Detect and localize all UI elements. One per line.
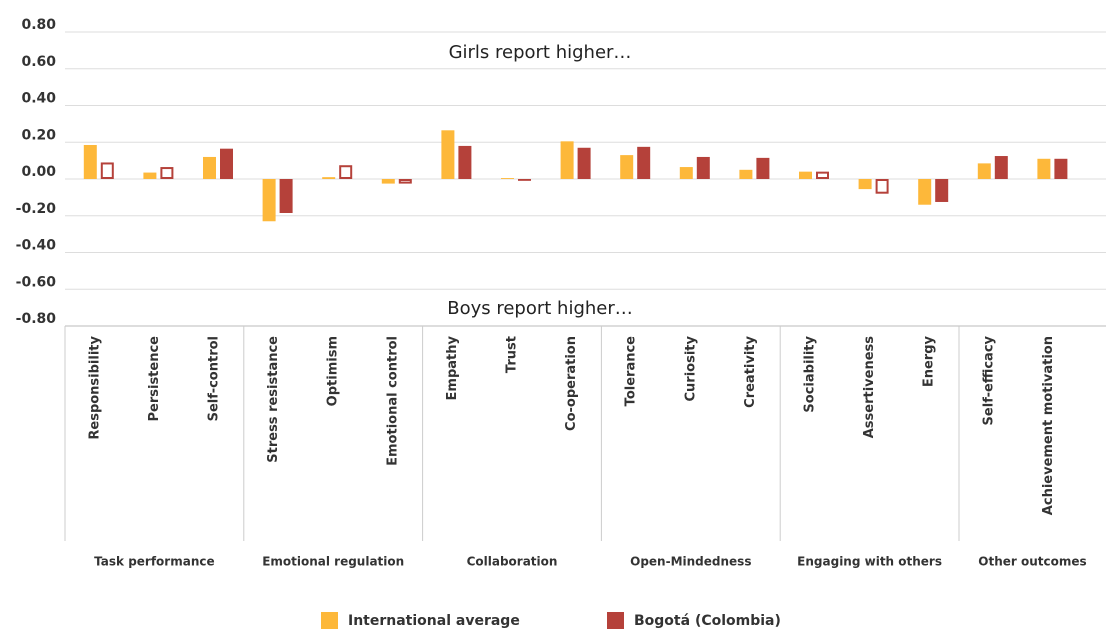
- x-tick-label: Co-operation: [564, 336, 579, 431]
- bar: [279, 179, 293, 213]
- group-label: Emotional regulation: [262, 555, 404, 569]
- group-label: Collaboration: [467, 555, 558, 569]
- bar: [679, 167, 693, 179]
- bar: [1054, 158, 1068, 179]
- x-tick-label: Stress resistance: [266, 336, 281, 463]
- bar: [203, 156, 216, 179]
- bar: [620, 155, 634, 179]
- x-tick-label: Emotional control: [385, 336, 400, 466]
- y-tick-label: 0.00: [21, 164, 56, 180]
- x-tick-label: Optimism: [326, 336, 341, 406]
- annotation: Girls report higher…: [449, 42, 632, 63]
- x-tick-label: Creativity: [743, 335, 758, 407]
- bar: [322, 177, 336, 179]
- bar: [577, 147, 591, 179]
- group-label: Open-Mindedness: [630, 555, 751, 569]
- bar: [160, 167, 174, 179]
- x-tick-label: Tolerance: [624, 336, 639, 406]
- bar: [918, 179, 932, 205]
- bar: [262, 179, 276, 222]
- bar: [637, 146, 651, 179]
- x-tick-label: Responsibility: [87, 335, 102, 439]
- y-tick-label: 0.60: [21, 54, 56, 70]
- bar: [458, 145, 472, 179]
- bar: [83, 145, 97, 179]
- bar: [875, 179, 889, 194]
- x-tick-label: Persistence: [147, 336, 162, 422]
- x-tick-label: Assertiveness: [862, 336, 877, 439]
- x-tick-label: Self-efficacy: [981, 335, 996, 425]
- bar: [935, 179, 949, 202]
- legend-label: Bogotá (Colombia): [634, 613, 781, 629]
- bar: [560, 141, 574, 179]
- bar: [994, 156, 1008, 179]
- bar: [1037, 158, 1051, 179]
- bar: [143, 172, 157, 179]
- bar: [696, 156, 710, 179]
- bar: [501, 178, 514, 179]
- annotation: Boys report higher…: [447, 298, 633, 319]
- group-label: Task performance: [94, 555, 214, 569]
- y-tick-label: -0.20: [16, 201, 57, 217]
- x-tick-label: Trust: [505, 336, 520, 373]
- bar: [858, 179, 872, 190]
- bar: [977, 163, 991, 179]
- y-tick-label: -0.60: [16, 274, 57, 290]
- y-tick-label: -0.80: [16, 311, 57, 327]
- legend-label: International average: [348, 613, 520, 629]
- y-tick-label: 0.20: [21, 127, 56, 143]
- y-tick-label: 0.40: [21, 91, 56, 107]
- bar: [799, 171, 812, 179]
- bar: [756, 157, 770, 179]
- x-tick-label: Self-control: [207, 336, 222, 421]
- bar: [339, 165, 353, 179]
- bar: [518, 179, 531, 181]
- y-tick-label: 0.80: [21, 17, 56, 33]
- group-label: Other outcomes: [978, 555, 1086, 569]
- bar: [381, 179, 395, 184]
- legend-swatch: [321, 612, 338, 629]
- x-tick-label: Curiosity: [683, 335, 698, 401]
- y-tick-label: -0.40: [16, 238, 57, 254]
- bar: [220, 148, 233, 179]
- bar: [816, 171, 829, 179]
- bar: [441, 130, 455, 179]
- legend-swatch: [607, 612, 624, 629]
- bar: [739, 169, 753, 179]
- x-tick-label: Achievement motivation: [1041, 336, 1056, 515]
- x-tick-label: Energy: [922, 335, 937, 387]
- x-tick-label: Empathy: [445, 335, 460, 400]
- group-label: Engaging with others: [797, 555, 942, 569]
- bar: [398, 179, 412, 184]
- bar: [100, 162, 114, 179]
- x-tick-label: Sociability: [803, 335, 818, 412]
